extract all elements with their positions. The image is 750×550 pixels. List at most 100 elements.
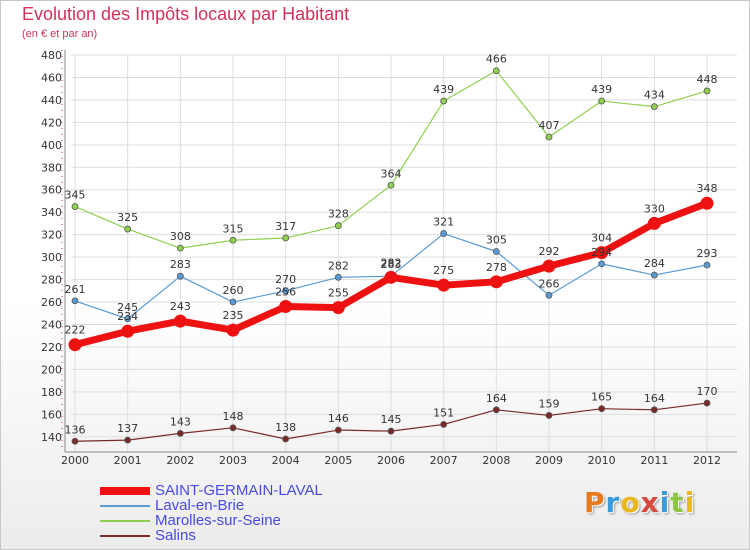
data-point xyxy=(124,436,132,444)
data-point xyxy=(124,225,132,233)
legend-label: SAINT-GERMAIN-LAVAL xyxy=(155,482,323,499)
data-point xyxy=(650,271,658,279)
y-tick-label: 320 xyxy=(41,229,62,242)
x-tick-label: 2012 xyxy=(693,454,721,467)
chart-subtitle: (en € et par an) xyxy=(22,28,98,40)
data-label: 317 xyxy=(275,220,296,233)
data-label: 170 xyxy=(697,385,718,398)
data-point xyxy=(440,97,448,105)
data-label: 235 xyxy=(223,309,244,322)
data-point xyxy=(545,133,553,141)
y-tick-label: 400 xyxy=(41,139,62,152)
legend-swatch xyxy=(100,486,150,495)
data-label: 328 xyxy=(328,208,349,221)
data-label: 348 xyxy=(697,182,718,195)
data-point xyxy=(282,287,290,295)
data-point xyxy=(282,234,290,242)
data-label: 159 xyxy=(539,397,560,410)
data-point xyxy=(176,430,184,437)
legend-swatch xyxy=(100,519,150,522)
y-tick-label: 460 xyxy=(41,71,62,84)
data-point xyxy=(545,412,553,419)
data-label: 305 xyxy=(486,234,507,247)
data-label: 136 xyxy=(65,423,86,436)
y-tick-label: 280 xyxy=(41,274,62,287)
x-tick-label: 2004 xyxy=(272,454,300,467)
data-point xyxy=(595,246,609,260)
data-label: 304 xyxy=(591,232,612,245)
data-point xyxy=(124,315,132,323)
data-label: 325 xyxy=(117,211,138,224)
data-label: 282 xyxy=(328,259,349,272)
legend-swatch xyxy=(100,534,150,537)
data-label: 292 xyxy=(539,245,560,258)
data-label: 439 xyxy=(433,83,454,96)
data-label: 275 xyxy=(433,264,454,277)
data-point xyxy=(384,270,398,284)
logo-letter: P xyxy=(584,486,606,519)
x-tick-label: 2007 xyxy=(430,454,458,467)
data-point xyxy=(700,196,714,210)
data-label: 255 xyxy=(328,287,349,300)
data-label: 261 xyxy=(65,283,86,296)
data-label: 308 xyxy=(170,230,191,243)
legend-label: Marolles-sur-Seine xyxy=(155,512,281,529)
data-point xyxy=(387,427,395,435)
data-label: 243 xyxy=(170,300,191,313)
data-point xyxy=(176,272,184,280)
data-point xyxy=(282,435,290,443)
data-point xyxy=(545,291,553,299)
axis-layer: 140 160 180 200 220 240 260 280 300 320 340 360 380 4… xyxy=(41,49,737,467)
x-tick-label: 2010 xyxy=(588,454,616,467)
data-point xyxy=(229,298,237,306)
legend-label: Laval-en-Brie xyxy=(155,497,245,514)
data-label: 256 xyxy=(275,286,296,299)
data-label: 364 xyxy=(381,167,402,180)
series-layer xyxy=(68,67,714,445)
logo-letter: x xyxy=(640,486,660,519)
x-tick-label: 2008 xyxy=(482,454,510,467)
data-point xyxy=(334,222,342,230)
data-point xyxy=(492,248,500,255)
y-tick-label: 380 xyxy=(41,161,62,174)
data-label: 143 xyxy=(170,415,191,428)
data-point xyxy=(226,323,240,337)
data-label: 293 xyxy=(697,247,718,260)
logo-letter: r xyxy=(605,486,621,519)
data-point xyxy=(703,261,711,269)
logo-letter: t xyxy=(670,486,685,519)
data-label-layer: 345 325 308 315 317 328 364 439 466 407 439 434 448 2… xyxy=(65,53,718,437)
data-label: 434 xyxy=(644,89,665,102)
data-point xyxy=(176,244,184,252)
proxiti-logo: Proxiti xyxy=(584,486,695,519)
data-point xyxy=(334,273,342,281)
data-point xyxy=(598,260,606,268)
data-point xyxy=(68,338,82,352)
y-tick-label: 180 xyxy=(41,386,62,399)
data-label: 145 xyxy=(381,413,402,426)
data-point xyxy=(492,67,500,75)
data-point xyxy=(121,324,135,338)
data-label: 448 xyxy=(697,73,718,86)
y-tick-label: 260 xyxy=(41,296,62,309)
data-point xyxy=(279,300,293,314)
data-label: 234 xyxy=(117,310,138,323)
x-tick-label: 2009 xyxy=(535,454,563,467)
data-label: 165 xyxy=(591,391,612,404)
x-tick-label: 2011 xyxy=(640,454,668,467)
y-tick-label: 480 xyxy=(41,49,62,62)
data-point xyxy=(71,203,79,210)
data-label: 164 xyxy=(486,392,507,405)
legend-swatch xyxy=(100,504,150,507)
data-label: 284 xyxy=(644,257,665,270)
data-point xyxy=(229,236,237,244)
y-tick-label: 220 xyxy=(41,341,62,354)
logo-letter: o xyxy=(620,486,641,519)
data-point xyxy=(598,97,606,105)
data-label: 151 xyxy=(433,406,454,419)
x-tick-label: 2006 xyxy=(377,454,405,467)
data-point xyxy=(650,103,658,111)
logo-letter: i xyxy=(659,486,671,519)
